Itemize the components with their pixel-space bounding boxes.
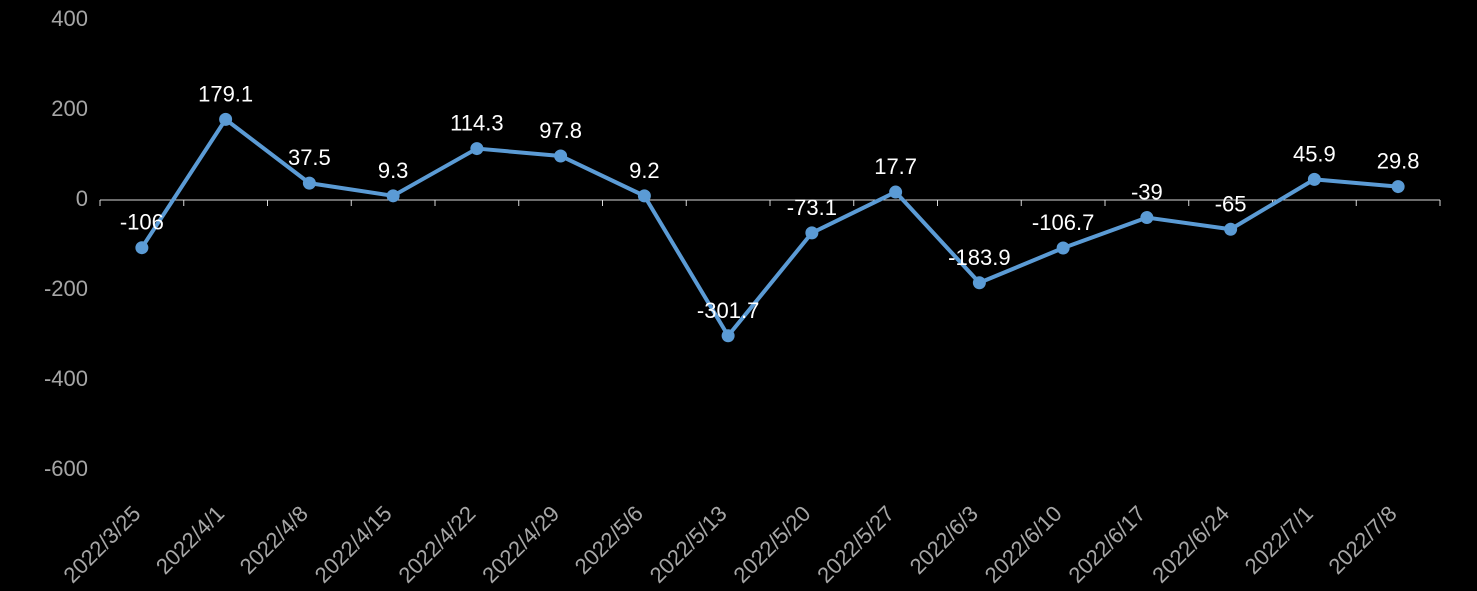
series-data-label: -106.7 bbox=[1032, 210, 1094, 235]
series-marker bbox=[638, 190, 650, 202]
series-marker bbox=[1392, 181, 1404, 193]
series-data-label: -106 bbox=[120, 210, 164, 235]
series-marker bbox=[387, 190, 399, 202]
y-axis-tick-label: -200 bbox=[44, 276, 88, 301]
series-marker bbox=[973, 277, 985, 289]
series-marker bbox=[806, 227, 818, 239]
series-data-label: -183.9 bbox=[948, 245, 1010, 270]
series-data-label: -39 bbox=[1131, 180, 1163, 205]
series-data-label: 114.3 bbox=[450, 111, 503, 136]
series-data-label: -73.1 bbox=[787, 195, 837, 220]
series-marker bbox=[1225, 223, 1237, 235]
series-data-label: 37.5 bbox=[288, 145, 331, 170]
series-data-label: 45.9 bbox=[1293, 141, 1336, 166]
series-marker bbox=[136, 242, 148, 254]
series-data-label: 9.3 bbox=[378, 158, 409, 183]
series-data-label: -301.7 bbox=[697, 298, 759, 323]
y-axis-tick-label: 0 bbox=[76, 186, 88, 211]
series-marker bbox=[722, 330, 734, 342]
series-marker bbox=[471, 143, 483, 155]
y-axis-tick-label: -600 bbox=[44, 456, 88, 481]
series-marker bbox=[890, 186, 902, 198]
y-axis-tick-label: 400 bbox=[51, 6, 88, 31]
y-axis-tick-label: 200 bbox=[51, 96, 88, 121]
series-marker bbox=[1308, 173, 1320, 185]
series-marker bbox=[1141, 212, 1153, 224]
series-data-label: 29.8 bbox=[1377, 149, 1420, 174]
series-data-label: -65 bbox=[1215, 191, 1247, 216]
series-data-label: 179.1 bbox=[198, 81, 253, 106]
series-data-label: 17.7 bbox=[874, 154, 917, 179]
y-axis-tick-label: -400 bbox=[44, 366, 88, 391]
series-marker bbox=[303, 177, 315, 189]
series-marker bbox=[555, 150, 567, 162]
series-marker bbox=[220, 113, 232, 125]
line-chart: -600-400-20002004002022/3/252022/4/12022… bbox=[0, 0, 1477, 591]
series-marker bbox=[1057, 242, 1069, 254]
series-data-label: 9.2 bbox=[629, 158, 660, 183]
series-data-label: 97.8 bbox=[539, 118, 582, 143]
